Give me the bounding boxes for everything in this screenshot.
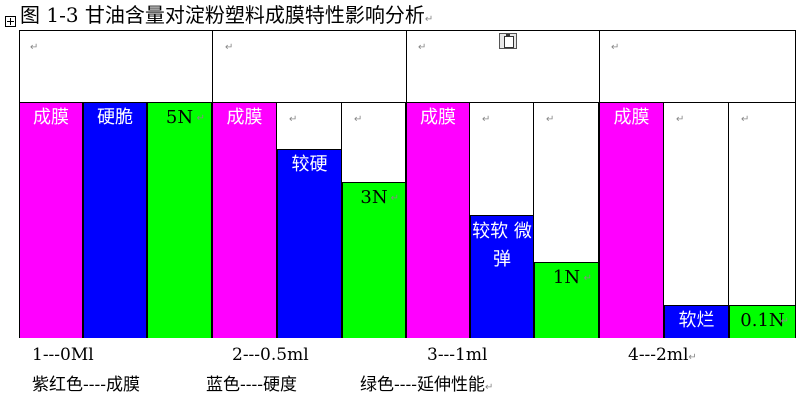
bar-blue-2: 较硬 xyxy=(277,149,342,338)
cell-mark: ↵ xyxy=(780,316,789,327)
bar-blue-1: 硬脆 xyxy=(83,102,147,338)
cell-mark: ↵ xyxy=(482,114,491,125)
paste-options-icon[interactable] xyxy=(499,33,517,49)
x-label-2: 2---0.5ml xyxy=(232,345,309,365)
x-label-4-text: 4---2ml xyxy=(628,345,689,365)
bar-label: 硬脆 xyxy=(97,107,133,128)
cell-divider xyxy=(598,102,599,338)
header-cell-mark: ↵ xyxy=(30,42,39,53)
cell-mark: ↵ xyxy=(354,114,363,125)
cell-mark: ↵ xyxy=(390,193,399,204)
cell-mark: ↵ xyxy=(196,113,205,124)
cell-mark: ↵ xyxy=(741,114,750,125)
bar-label: 成膜 xyxy=(420,107,456,128)
bar-magenta-3: 成膜 xyxy=(406,102,470,338)
legend-blue: 蓝色----硬度 xyxy=(206,375,297,395)
bar-green-4: 0.1N ↵ xyxy=(729,305,796,338)
cell-mark: ↵ xyxy=(546,114,555,125)
header-cell-mark: ↵ xyxy=(418,42,427,53)
table-move-handle[interactable] xyxy=(5,16,16,27)
caption-text: 图 1-3 甘油含量对淀粉塑料成膜特性影响分析 xyxy=(20,3,425,27)
bar-magenta-2: 成膜 xyxy=(212,102,277,338)
legend-magenta: 紫红色----成膜 xyxy=(32,375,140,395)
header-cell-mark: ↵ xyxy=(225,42,234,53)
bar-blue-3: 较软 微弹 xyxy=(470,215,534,338)
bar-label: 1N xyxy=(552,267,581,288)
bar-green-1: 5N ↵ xyxy=(147,102,212,338)
bar-label: 成膜 xyxy=(33,107,69,128)
x-label-1: 1---0Ml xyxy=(32,345,94,365)
cell-mark: ↵ xyxy=(583,273,592,284)
legend-green: 绿色----延伸性能↵ xyxy=(360,374,493,396)
bar-label: 成膜 xyxy=(226,107,263,128)
bar-green-2: 3N ↵ xyxy=(342,182,406,338)
bar-area: 成膜 硬脆 5N ↵ 成膜 ↵ 较硬 ↵ 3N ↵ 成膜 ↵ 较软 微弹 ↵ 1N ↵ 成膜 ↵ 软烂 ↵ 0.1N ↵ xyxy=(19,102,796,338)
bar-label: 软烂 xyxy=(678,310,715,331)
bar-label: 较硬 xyxy=(291,154,328,175)
header-cell-mark: ↵ xyxy=(611,42,620,53)
x-label-4: 4---2ml↵ xyxy=(628,344,697,366)
paragraph-mark: ↵ xyxy=(688,352,697,363)
cell-mark: ↵ xyxy=(289,114,298,125)
cell-mark: ↵ xyxy=(676,114,685,125)
cell-divider xyxy=(728,102,729,338)
bar-label: 成膜 xyxy=(613,107,650,128)
bar-magenta-1: 成膜 xyxy=(19,102,83,338)
figure-caption: 图 1-3 甘油含量对淀粉塑料成膜特性影响分析↵ xyxy=(20,2,433,28)
legend-green-text: 绿色----延伸性能 xyxy=(360,375,485,395)
paragraph-mark: ↵ xyxy=(424,14,434,25)
bar-green-3: 1N ↵ xyxy=(534,262,599,338)
bar-label: 0.1N xyxy=(740,310,785,331)
paragraph-mark: ↵ xyxy=(484,382,494,393)
x-label-3: 3---1ml xyxy=(427,345,488,365)
bar-label: 5N xyxy=(165,107,194,128)
bar-label: 较软 微弹 xyxy=(472,221,532,270)
bar-label: 3N xyxy=(360,187,388,208)
cell-divider xyxy=(795,102,796,338)
bar-blue-4: 软烂 xyxy=(664,305,729,338)
bar-magenta-4: 成膜 xyxy=(599,102,664,338)
